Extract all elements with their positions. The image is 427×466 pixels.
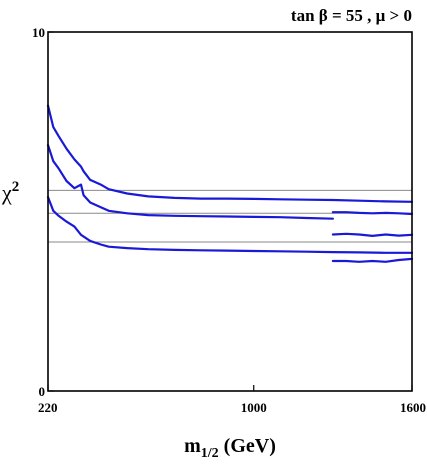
y-axis-label-main: χ — [1, 180, 12, 205]
axis-tick-labels: 220 1000 1600 0 10 — [32, 25, 426, 415]
x-tick-label-1: 220 — [38, 400, 58, 415]
chart-title: tan β = 55 , μ > 0 — [291, 6, 412, 25]
series-line-5 — [46, 196, 414, 254]
y-axis-label: χ2 — [1, 179, 19, 205]
x-axis-label-unit: (GeV) — [219, 435, 276, 457]
y-tick-label-1: 0 — [39, 384, 46, 399]
x-tick-label-3: 1600 — [400, 400, 426, 415]
axis-ticks — [47, 31, 413, 392]
series-group — [46, 104, 414, 263]
x-axis-label-subscript: 1/2 — [201, 446, 219, 461]
x-axis-label-main: m — [184, 435, 201, 457]
series-line-3 — [46, 144, 334, 220]
series-line-6 — [331, 257, 414, 263]
series-line-1 — [46, 104, 414, 203]
series-line-4 — [331, 232, 414, 237]
plot-frame — [47, 31, 413, 392]
x-tick-label-2: 1000 — [241, 400, 267, 415]
series-line-2 — [331, 211, 414, 216]
y-axis-label-superscript: 2 — [12, 179, 20, 195]
y-tick-label-2: 10 — [32, 25, 45, 40]
x-axis-label: m1/2 (GeV) — [184, 435, 276, 461]
